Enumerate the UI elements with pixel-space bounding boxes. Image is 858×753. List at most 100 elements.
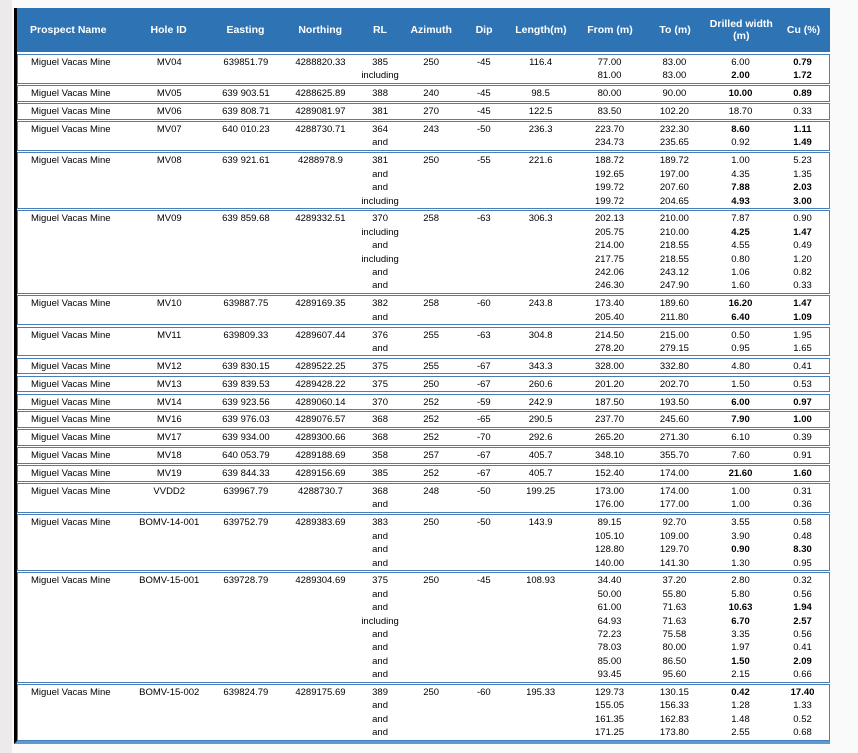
cell-northing xyxy=(282,181,360,194)
cell-northing xyxy=(282,136,360,149)
cell-easting xyxy=(210,181,281,194)
table-row: Miguel Vacas Mine BOMV-15-001 639728.79 428… xyxy=(18,573,829,587)
cell-hole-id xyxy=(128,195,210,208)
cell-northing xyxy=(282,641,360,654)
cell-to: 189.60 xyxy=(659,298,689,310)
cell-hole-id xyxy=(128,601,210,614)
cell-easting: 639 830.15 xyxy=(222,360,270,372)
cell-cu-pct: 1.47 xyxy=(793,226,812,238)
cell-from: 173.40 xyxy=(595,298,625,310)
cell-to: 71.63 xyxy=(662,602,687,614)
cell-northing xyxy=(282,557,360,570)
cell-hole-id xyxy=(128,181,210,194)
cell-dip xyxy=(462,266,507,279)
cell-prospect-name xyxy=(18,615,128,628)
cell-drilled-width: 4.93 xyxy=(731,195,750,207)
cell-prospect-name: Miguel Vacas Mine xyxy=(31,687,111,699)
cell-azimuth xyxy=(401,557,462,570)
table-row: Miguel Vacas Mine MV13 639 839.53 4289428.2… xyxy=(18,377,829,391)
cell-from: 171.25 xyxy=(595,727,625,739)
cell-to: 55.80 xyxy=(662,588,687,600)
cell-from: 173.00 xyxy=(595,486,625,498)
cell-hole-id xyxy=(128,168,210,181)
table-row: and 246.30 247.90 1.60 0.33 xyxy=(18,279,829,292)
cell-prospect-name xyxy=(18,239,128,252)
cell-drilled-width: 3.35 xyxy=(731,628,750,640)
cell-prospect-name xyxy=(18,136,128,149)
cell-prospect-name: Miguel Vacas Mine xyxy=(31,575,111,587)
column-header-drilled-width: Drilled width (m) xyxy=(709,17,773,42)
cell-cu-pct: 0.66 xyxy=(793,669,812,681)
cell-length: 290.5 xyxy=(528,414,553,426)
cell-hole-id: MV13 xyxy=(156,378,182,390)
cell-prospect-name xyxy=(18,311,128,324)
cell-northing xyxy=(282,498,360,511)
cell-from: 328.00 xyxy=(595,360,625,372)
cell-length xyxy=(506,253,575,266)
cell-rl: and xyxy=(372,137,388,149)
cell-cu-pct: 2.57 xyxy=(793,615,812,627)
cell-drilled-width: 1.06 xyxy=(731,266,750,278)
table-row: and 93.45 95.60 2.15 0.66 xyxy=(18,668,829,681)
cell-prospect-name: Miguel Vacas Mine xyxy=(31,432,111,444)
cell-from: 72.23 xyxy=(597,628,622,640)
cell-northing: 4288730.7 xyxy=(298,486,343,498)
cell-prospect-name xyxy=(18,628,128,641)
cell-to: 156.33 xyxy=(659,700,689,712)
table-row: including 199.72 204.65 4.93 3.00 xyxy=(18,195,829,208)
hole-group: Miguel Vacas Mine MV05 639 903.51 4288625.8… xyxy=(17,85,830,102)
cell-drilled-width: 1.50 xyxy=(731,655,750,667)
table-row: and 161.35 162.83 1.48 0.52 xyxy=(18,713,829,726)
cell-cu-pct: 0.56 xyxy=(793,588,812,600)
cell-length xyxy=(506,195,575,208)
cell-length: 242.9 xyxy=(528,396,553,408)
cell-to: 247.90 xyxy=(659,280,689,292)
drill-results-table: Prospect Name Hole ID Easting Northing R… xyxy=(14,8,830,744)
cell-prospect-name xyxy=(18,69,128,82)
cell-from: 140.00 xyxy=(595,557,625,569)
cell-from: 85.00 xyxy=(597,655,622,667)
cell-dip: -67 xyxy=(476,468,491,480)
cell-cu-pct: 0.49 xyxy=(793,240,812,252)
cell-length: 243.8 xyxy=(528,298,553,310)
cell-northing xyxy=(282,311,360,324)
cell-cu-pct: 0.79 xyxy=(793,57,812,68)
cell-drilled-width: 1.50 xyxy=(731,378,750,390)
cell-prospect-name xyxy=(18,726,128,739)
cell-prospect-name: Miguel Vacas Mine xyxy=(31,396,111,408)
cell-cu-pct: 1.09 xyxy=(793,311,812,323)
cell-drilled-width: 4.25 xyxy=(731,226,750,238)
cell-to: 210.00 xyxy=(659,226,689,238)
cell-hole-id xyxy=(128,239,210,252)
cell-hole-id xyxy=(128,588,210,601)
cell-cu-pct: 1.65 xyxy=(793,342,812,354)
table-row: Miguel Vacas Mine BOMV-14-001 639752.79 428… xyxy=(18,515,829,529)
cell-cu-pct: 0.33 xyxy=(793,280,812,292)
cell-length xyxy=(506,668,575,681)
table-row: and 192.65 197.00 4.35 1.35 xyxy=(18,168,829,181)
cell-prospect-name xyxy=(18,699,128,712)
cell-drilled-width: 3.90 xyxy=(731,530,750,542)
cell-dip: -50 xyxy=(476,517,491,529)
cell-northing: 4289300.66 xyxy=(295,432,346,444)
cell-length: 199.25 xyxy=(526,486,556,498)
cell-dip: -60 xyxy=(476,687,491,699)
cell-easting xyxy=(210,226,281,239)
cell-from: 205.75 xyxy=(595,226,625,238)
table-row: Miguel Vacas Mine MV09 639 859.68 4289332.5… xyxy=(18,211,829,225)
cell-northing xyxy=(282,168,360,181)
cell-length xyxy=(506,498,575,511)
cell-easting xyxy=(210,266,281,279)
cell-cu-pct: 1.72 xyxy=(793,70,812,82)
column-header-prospect-name: Prospect Name xyxy=(30,23,107,36)
cell-length: 405.7 xyxy=(528,468,553,480)
cell-dip: -67 xyxy=(476,450,491,462)
cell-dip xyxy=(462,181,507,194)
table-row: and 155.05 156.33 1.28 1.33 xyxy=(18,699,829,712)
cell-easting: 639 844.33 xyxy=(222,468,270,480)
cell-rl: including xyxy=(361,70,399,82)
cell-azimuth: 250 xyxy=(423,517,440,529)
cell-dip xyxy=(462,311,507,324)
cell-to: 332.80 xyxy=(659,360,689,372)
cell-dip: -55 xyxy=(476,155,491,167)
